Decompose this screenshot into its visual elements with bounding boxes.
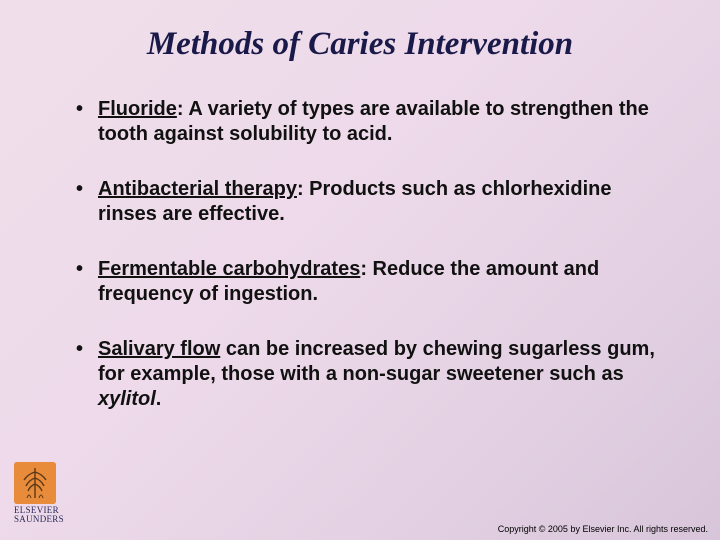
elsevier-tree-icon — [14, 462, 56, 504]
bullet-sep: : — [297, 178, 309, 200]
publisher-name: ELSEVIER SAUNDERS — [14, 506, 86, 525]
publisher-line2: SAUNDERS — [14, 515, 86, 524]
bullet-term: Antibacterial therapy — [98, 178, 297, 200]
slide-content: Fluoride: A variety of types are availab… — [0, 73, 720, 412]
bullet-item: Antibacterial therapy: Products such as … — [76, 177, 660, 227]
bullet-sep: : — [177, 98, 188, 120]
bullet-item: Fermentable carbohydrates: Reduce the am… — [76, 257, 660, 307]
bullet-term: Fermentable carbohydrates — [98, 258, 360, 280]
slide-title: Methods of Caries Intervention — [0, 0, 720, 73]
bullet-sep: : — [360, 258, 372, 280]
bullet-emphasis: xylitol — [98, 388, 156, 410]
bullet-rest-post: . — [156, 388, 162, 410]
bullet-item: Salivary flow can be increased by chewin… — [76, 337, 660, 412]
bullet-term: Fluoride — [98, 98, 177, 120]
publisher-logo: ELSEVIER SAUNDERS — [14, 462, 86, 520]
bullet-term: Salivary flow — [98, 338, 220, 360]
bullet-list: Fluoride: A variety of types are availab… — [76, 97, 660, 412]
slide: Methods of Caries Intervention Fluoride:… — [0, 0, 720, 540]
bullet-item: Fluoride: A variety of types are availab… — [76, 97, 660, 147]
copyright-text: Copyright © 2005 by Elsevier Inc. All ri… — [498, 524, 708, 534]
